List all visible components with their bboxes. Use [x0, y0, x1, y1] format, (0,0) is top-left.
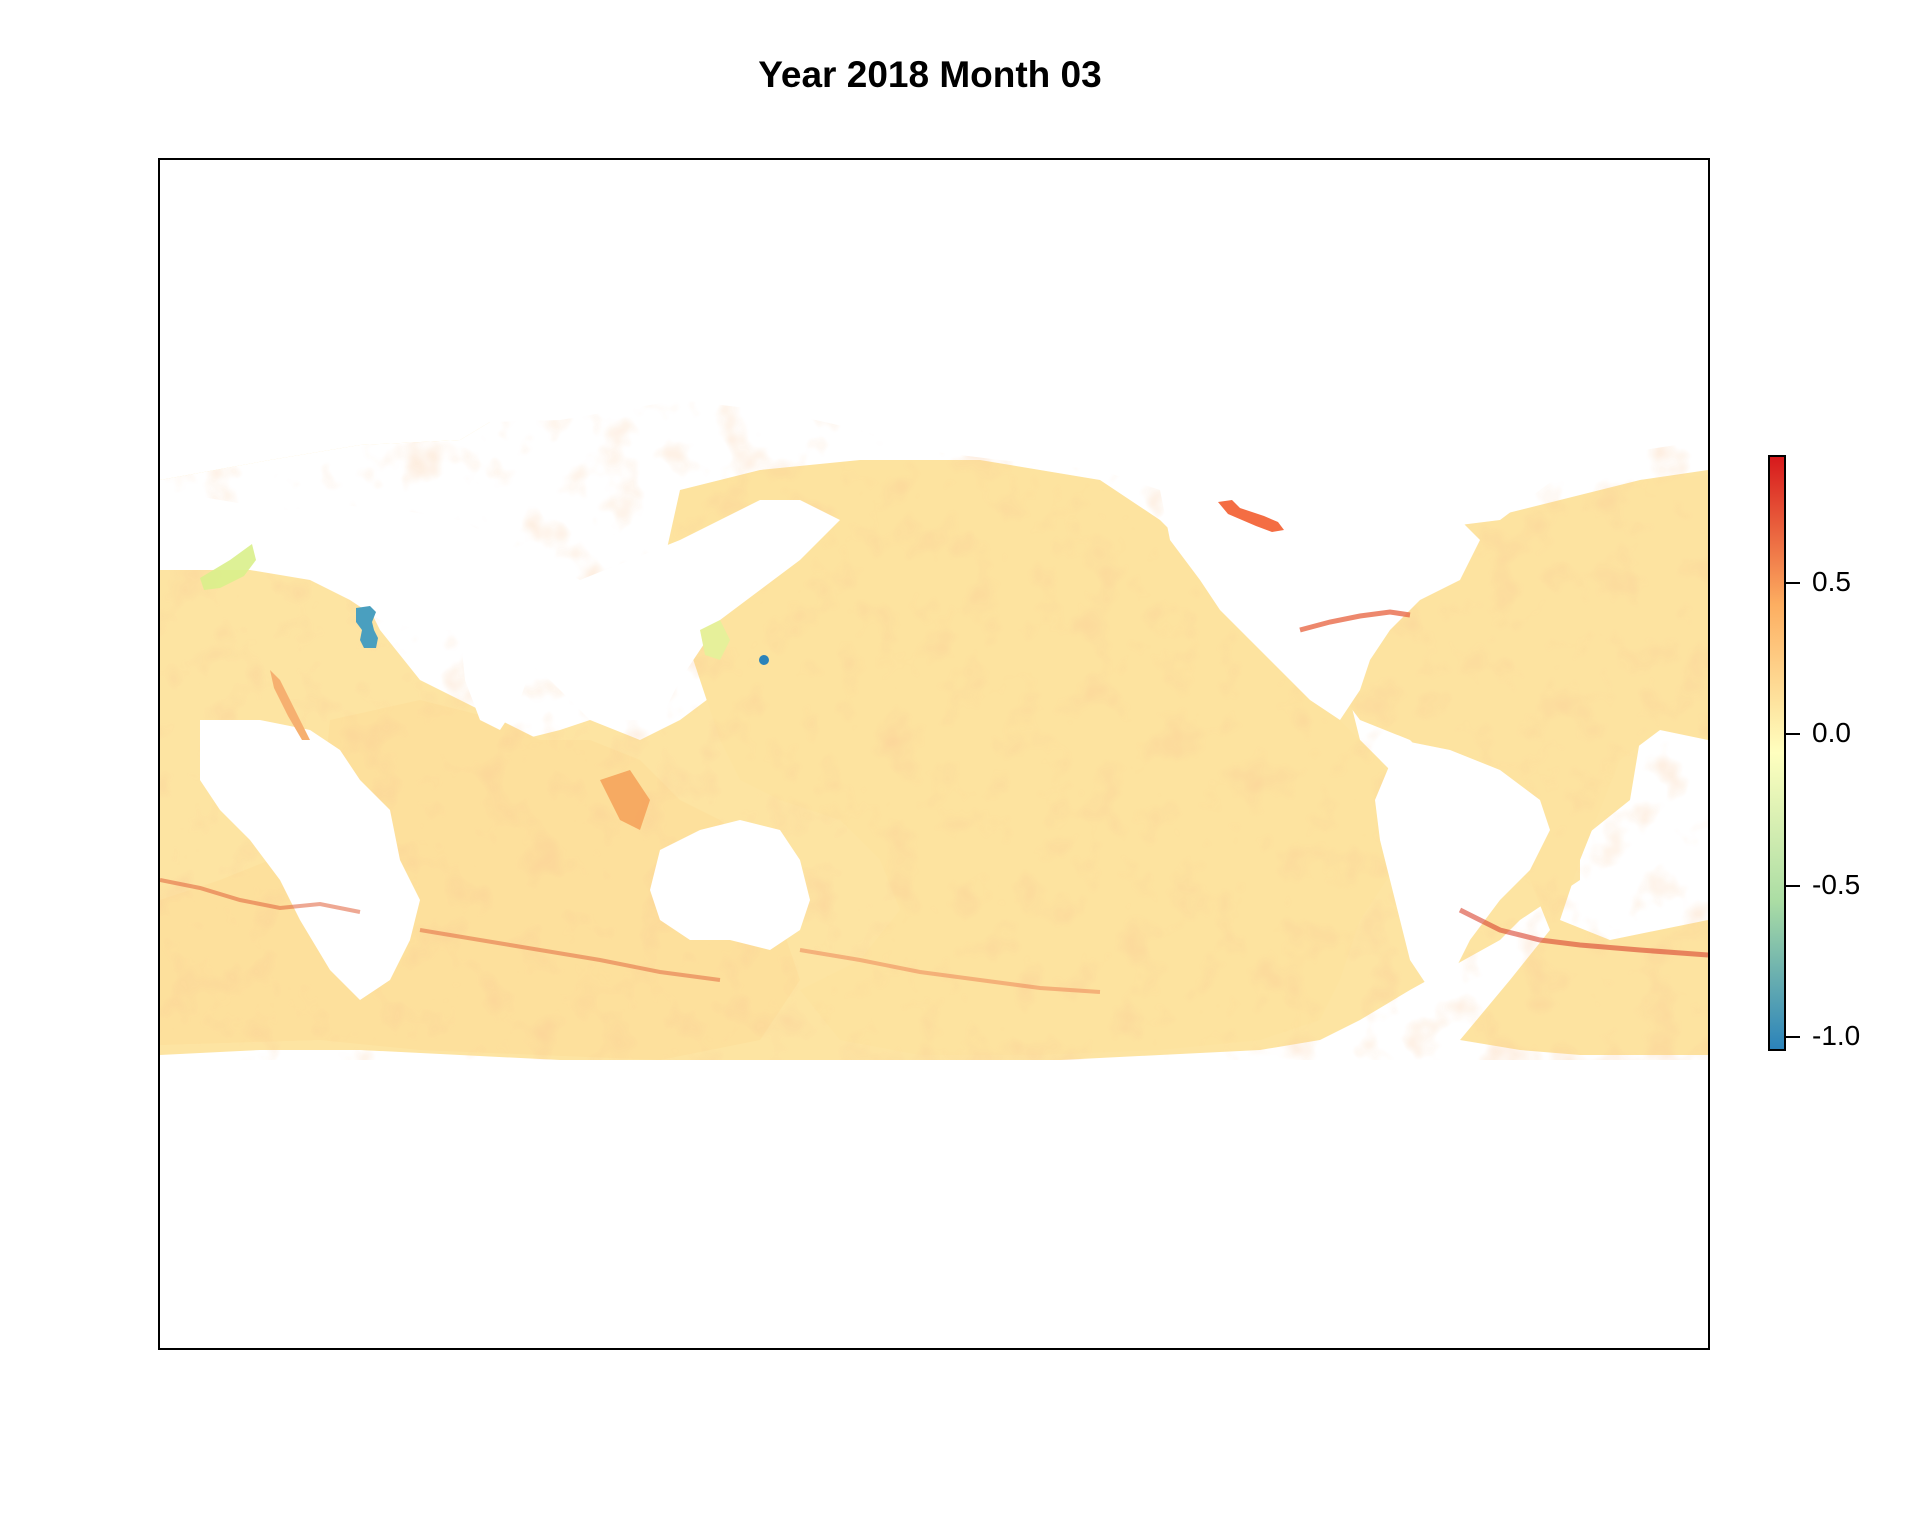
colorbar-legend: 0.5 0.0 -0.5 -1.0 [1768, 455, 1878, 1055]
caspian-sea-anomaly [356, 606, 378, 648]
land-india [460, 630, 530, 730]
colorbar-tick [1786, 733, 1800, 736]
gulf-stream-streak [1299, 609, 1411, 633]
land-antarctica [160, 1060, 1708, 1348]
land-eurasia [160, 490, 840, 720]
red-sea-anomaly [270, 670, 310, 740]
south-atlantic-streak [1458, 907, 1708, 958]
colorbar-tick [1786, 884, 1800, 887]
kuroshio-cool-spot [759, 655, 769, 665]
anomaly-map [160, 160, 1708, 1348]
southern-ocean-streak-2 [419, 928, 721, 982]
land-masses [160, 160, 1708, 1348]
hudson-bay-anomaly [1218, 500, 1284, 532]
anomaly-highlights [160, 500, 1708, 994]
japan-sea-anomaly [700, 620, 730, 660]
indonesia-warm-patch [600, 770, 650, 830]
land-africa [200, 720, 420, 1000]
baltic-anomaly [200, 544, 256, 590]
colorbar-tick-label: 0.0 [1812, 717, 1851, 749]
colorbar-tick [1786, 582, 1800, 585]
southern-ocean-streak-1 [160, 878, 361, 914]
land-australia [650, 820, 810, 950]
land-madagascar [374, 858, 398, 912]
southern-ocean-streak-3 [799, 948, 1101, 994]
colorbar-tick-label: -0.5 [1812, 868, 1861, 900]
colorbar-gradient [1768, 455, 1786, 1051]
colorbar-tick [1786, 1035, 1800, 1038]
map-panel [158, 158, 1710, 1350]
colorbar-tick-label: 0.5 [1812, 566, 1851, 598]
map-title: Year 2018 Month 03 [758, 54, 1102, 95]
ocean-field [160, 390, 1708, 1065]
land-north-america [1160, 490, 1480, 720]
land-south-america [1375, 740, 1550, 990]
colorbar-tick-label: -1.0 [1812, 1019, 1861, 1051]
land-northern-europe [160, 160, 1708, 580]
